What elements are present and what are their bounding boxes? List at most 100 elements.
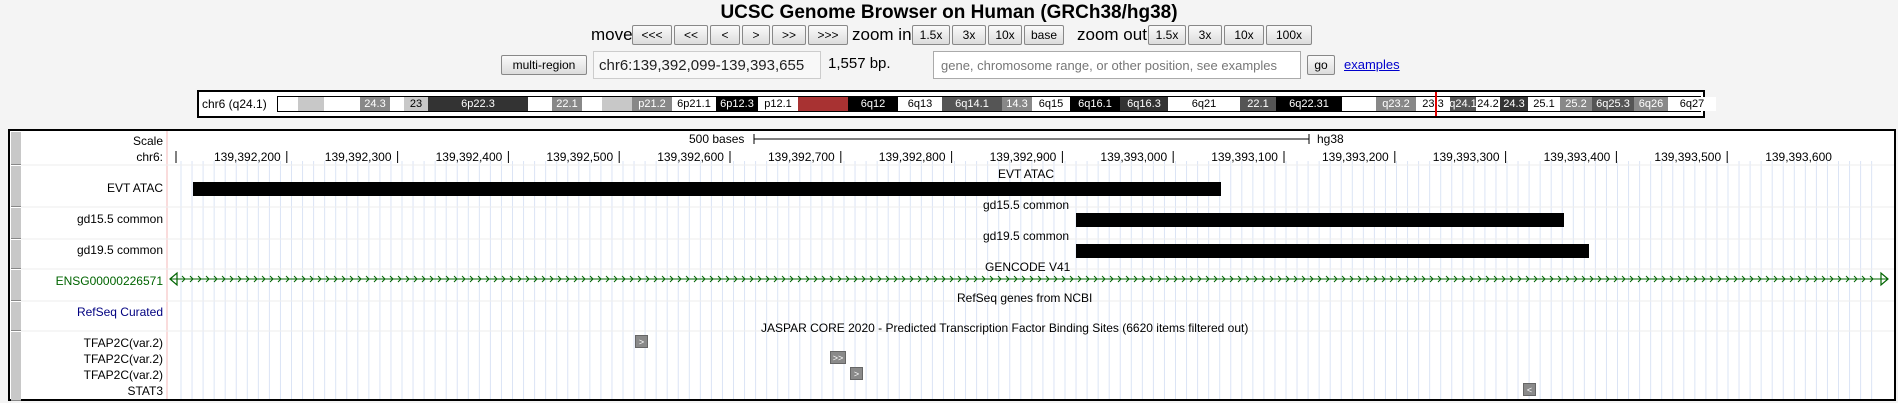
move-right-button[interactable]: >> (772, 25, 806, 45)
ideogram-band[interactable] (798, 97, 848, 111)
ideogram-band[interactable] (582, 97, 602, 111)
ideogram-band[interactable]: 24.3 (360, 97, 390, 111)
move-left-button[interactable]: << (674, 25, 708, 45)
evt-atac-gutter[interactable] (11, 165, 21, 207)
chromosome-ideogram[interactable]: chr6 (q24.1) 24.3 23 6p22.3 22.1 p21.2 6p21.1… (197, 90, 1716, 118)
strand-arrow (845, 275, 850, 283)
ideogram-band[interactable]: 14.3 (1002, 97, 1032, 111)
ideogram-band[interactable]: 6q14.1 (942, 97, 1002, 111)
refseq-label[interactable]: RefSeq Curated (76, 305, 163, 319)
gd19-label[interactable]: gd19.5 common (76, 243, 163, 257)
ideogram-band[interactable] (602, 97, 632, 111)
zoom-base-button[interactable]: base (1024, 25, 1064, 45)
gd15-gutter[interactable] (11, 207, 21, 239)
ideogram-band[interactable]: 6p12.3 (716, 97, 758, 111)
gd19-gutter[interactable] (11, 239, 21, 269)
ideogram-band[interactable]: p12.1 (758, 97, 798, 111)
ideogram-band[interactable] (278, 97, 298, 111)
track-canvas[interactable] (10, 131, 1894, 399)
tfbs-marker[interactable]: >> (830, 351, 846, 364)
strand-arrow (325, 275, 330, 283)
jaspar-gutter[interactable] (11, 331, 21, 401)
ideogram-band[interactable] (528, 97, 552, 111)
refseq-gutter[interactable] (11, 301, 21, 331)
tfbs-marker[interactable]: > (635, 335, 648, 348)
strand-arrow (1301, 275, 1306, 283)
ideogram-band[interactable]: 25.2 (1560, 97, 1592, 111)
ideogram-band[interactable]: 6q16.1 (1070, 97, 1120, 111)
move-far-right-button[interactable]: >>> (808, 25, 848, 45)
strand-arrow (981, 275, 986, 283)
ideogram-band[interactable]: 24.3 (1500, 97, 1528, 111)
strand-arrow (1413, 275, 1418, 283)
ideogram-band[interactable] (324, 97, 360, 111)
zoom-out-1.5x-button[interactable]: 1.5x (1148, 25, 1186, 45)
strand-arrow (957, 275, 962, 283)
zoom-in-3x-button[interactable]: 3x (952, 25, 986, 45)
ideogram-band[interactable]: 25.1 (1528, 97, 1560, 111)
ideogram-band[interactable]: 6q15 (1032, 97, 1070, 111)
strand-arrow (413, 275, 418, 283)
zoom-out-100x-button[interactable]: 100x (1266, 25, 1312, 45)
ideogram-band[interactable]: 6q13 (898, 97, 942, 111)
zoom-out-3x-button[interactable]: 3x (1188, 25, 1222, 45)
ideogram-band[interactable]: 6p21.1 (672, 97, 716, 111)
examples-link[interactable]: examples (1344, 57, 1400, 72)
strand-arrow (1589, 275, 1594, 283)
ideogram-band[interactable]: 6q22.31 (1276, 97, 1342, 111)
gd19-feature[interactable] (1076, 244, 1589, 258)
ideogram-band[interactable]: p21.2 (632, 97, 672, 111)
zoom-in-10x-button[interactable]: 10x (988, 25, 1022, 45)
ideogram-band[interactable]: q24.1 (1450, 97, 1476, 111)
strand-arrow (1733, 275, 1738, 283)
ideogram-band[interactable]: 23 (404, 97, 428, 111)
jaspar-row-label[interactable]: TFAP2C(var.2) (83, 368, 163, 382)
tfbs-marker[interactable]: < (1523, 383, 1536, 396)
ideogram-band[interactable] (1342, 97, 1376, 111)
search-input[interactable] (933, 51, 1301, 79)
move-step-right-button[interactable]: > (742, 25, 770, 45)
evt-atac-label[interactable]: EVT ATAC (106, 181, 163, 195)
ideogram-band[interactable]: 23.3 (1416, 97, 1450, 111)
strand-arrow (261, 275, 266, 283)
ideogram-band[interactable]: 6q27 (1668, 97, 1716, 111)
strand-arrow (1509, 275, 1514, 283)
track-panel[interactable]: Scale chr6: 500 bases hg38 139,392,200 13… (8, 129, 1896, 401)
gencode-gutter[interactable] (11, 269, 21, 301)
multi-region-button[interactable]: multi-region (501, 55, 587, 75)
ideogram-band[interactable]: 22.1 (1240, 97, 1276, 111)
strand-arrow (189, 275, 194, 283)
ideogram-band[interactable]: 6q12 (848, 97, 898, 111)
go-button[interactable]: go (1307, 55, 1335, 75)
ideogram-band[interactable]: 6q21 (1168, 97, 1240, 111)
strand-arrow (1101, 275, 1106, 283)
jaspar-row-label[interactable]: STAT3 (127, 384, 163, 398)
ideogram-bands[interactable]: 24.3 23 6p22.3 22.1 p21.2 6p21.1 6p12.3 p12.1 6q… (277, 96, 1716, 112)
zoom-out-10x-button[interactable]: 10x (1224, 25, 1264, 45)
evt-atac-feature[interactable] (193, 182, 1221, 196)
move-far-left-button[interactable]: <<< (632, 25, 672, 45)
tfbs-marker[interactable]: > (850, 367, 863, 380)
strand-arrow (221, 275, 226, 283)
zoom-in-1.5x-button[interactable]: 1.5x (912, 25, 950, 45)
gd15-label[interactable]: gd15.5 common (76, 212, 163, 226)
jaspar-row-label[interactable]: TFAP2C(var.2) (83, 336, 163, 350)
gd15-feature[interactable] (1076, 213, 1564, 227)
ideogram-band[interactable]: 6q26 (1634, 97, 1668, 111)
jaspar-row-label[interactable]: TFAP2C(var.2) (83, 352, 163, 366)
ideogram-band[interactable] (390, 97, 404, 111)
ideogram-band[interactable] (298, 97, 324, 111)
ideogram-band[interactable]: 6p22.3 (428, 97, 528, 111)
strand-arrow (1445, 275, 1450, 283)
ideogram-band[interactable]: 6q16.3 (1120, 97, 1168, 111)
position-display[interactable]: chr6:139,392,099-139,393,655 (593, 51, 821, 79)
ideogram-band[interactable]: 22.1 (552, 97, 582, 111)
scale-gutter[interactable] (11, 131, 21, 165)
ideogram-band[interactable]: 6q25.3 (1592, 97, 1634, 111)
strand-arrow (1477, 275, 1482, 283)
ideogram-band[interactable]: q23.2 (1376, 97, 1416, 111)
gencode-gene-label[interactable]: ENSG00000226571 (55, 274, 163, 288)
ideogram-band[interactable]: 24.2 (1476, 97, 1500, 111)
move-step-left-button[interactable]: < (710, 25, 740, 45)
tick-label: 139,393,300 (1432, 150, 1500, 164)
